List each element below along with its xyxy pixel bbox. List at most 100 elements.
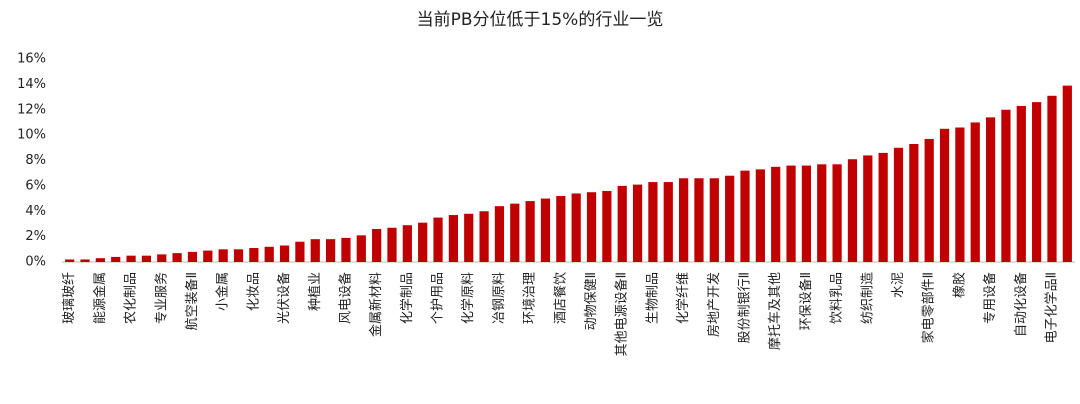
x-tick-label: 家电零部件Ⅱ [921, 272, 937, 343]
x-tick-label: 动物保健Ⅱ [584, 272, 599, 330]
bar [111, 256, 121, 262]
bar [740, 170, 750, 262]
bar [249, 248, 259, 262]
bar [801, 165, 812, 262]
x-tick-label: 专业服务 [153, 272, 169, 324]
y-tick-label: 4% [25, 204, 46, 219]
bar [418, 222, 428, 262]
bar [172, 253, 182, 262]
bar [694, 178, 704, 262]
bar [1047, 95, 1057, 262]
bar [372, 229, 382, 262]
bar [264, 246, 274, 262]
x-tick-label: 农化制品 [124, 272, 139, 324]
x-tick-label: 电子化学品Ⅱ [1043, 272, 1059, 343]
x-tick-label: 风电设备 [337, 272, 353, 324]
bar [325, 239, 336, 262]
y-tick-label: 10% [17, 128, 46, 143]
bar [939, 128, 950, 262]
x-tick-label: 化妆品 [246, 272, 261, 311]
bar [847, 159, 858, 262]
x-tick-label: 环境治理 [523, 272, 538, 324]
bar [586, 192, 597, 262]
bar [387, 227, 397, 262]
x-tick-label: 酒店餐饮 [552, 272, 568, 324]
x-tick-label: 玻璃玻纤 [62, 272, 77, 324]
bar [1001, 109, 1011, 262]
bar [832, 164, 842, 262]
bar [141, 255, 152, 262]
bar [233, 249, 244, 262]
x-tick-label: 冶钢原料 [492, 272, 507, 324]
y-tick-label: 0% [25, 255, 46, 270]
bar [725, 175, 735, 262]
x-tick-label: 生物制品 [645, 272, 660, 324]
bar [955, 127, 965, 262]
bar [95, 258, 105, 262]
x-tick-label: 水泥 [891, 272, 906, 298]
x-tick-label: 纺织制造 [860, 272, 875, 324]
bar [157, 254, 167, 262]
bar [771, 166, 781, 262]
bar [433, 217, 443, 262]
bar [448, 215, 458, 262]
x-tick-label: 摩托车及其他 [767, 272, 783, 350]
x-tick-label: 自动化设备 [1013, 272, 1029, 337]
bar [817, 164, 827, 262]
y-tick-label: 8% [25, 153, 46, 168]
bar [648, 182, 658, 262]
y-tick-label: 12% [17, 102, 46, 117]
bar [1016, 105, 1026, 262]
x-tick-label: 小金属 [215, 272, 231, 311]
bar [924, 138, 934, 262]
bar [970, 122, 980, 262]
x-tick-label: 专用设备 [982, 272, 998, 324]
bar [1032, 102, 1042, 262]
x-tick-label: 橡胶 [951, 272, 967, 298]
x-tick-label: 饮料乳品 [830, 272, 845, 324]
x-tick-label: 房地产开发 [706, 272, 722, 337]
x-tick-label: 个护用品 [431, 272, 446, 324]
bar [402, 225, 412, 262]
bar [632, 184, 643, 262]
y-tick-label: 14% [17, 77, 46, 92]
bar [663, 182, 673, 262]
x-tick-label: 化学纤维 [675, 272, 691, 324]
x-tick-label: 化学制品 [399, 272, 415, 324]
x-tick-label: 环保设备Ⅱ [798, 272, 814, 330]
bar [479, 211, 489, 262]
bar [909, 144, 919, 262]
bar [464, 213, 474, 262]
bar [218, 249, 228, 262]
bar [525, 201, 535, 262]
bar [540, 198, 551, 262]
x-tick-label: 其他电源设备Ⅱ [614, 272, 630, 356]
x-tick-label: 金属新材料 [368, 272, 384, 337]
bar [341, 237, 351, 262]
bar [80, 259, 90, 262]
y-tick-label: 16% [17, 52, 46, 67]
y-tick-label: 2% [25, 229, 46, 244]
bar [126, 255, 136, 262]
x-tick-label: 光伏设备 [276, 272, 292, 324]
x-tick-label: 化学原料 [460, 272, 476, 324]
bar [985, 117, 996, 262]
x-tick-label: 股份制银行Ⅱ [738, 272, 753, 343]
bar [786, 165, 796, 262]
bar [893, 147, 904, 262]
bar [295, 241, 305, 262]
bar [709, 178, 719, 262]
x-tick-label: 能源金属 [92, 272, 108, 324]
bar [755, 169, 765, 262]
bar [494, 206, 505, 262]
x-tick-label: 航空装备Ⅱ [184, 272, 200, 330]
bar [679, 178, 689, 262]
x-tick-label: 种植业 [308, 272, 323, 311]
bar [310, 239, 320, 262]
bar [203, 250, 213, 262]
bar [602, 190, 612, 262]
bar [356, 235, 366, 262]
bar [863, 155, 873, 262]
